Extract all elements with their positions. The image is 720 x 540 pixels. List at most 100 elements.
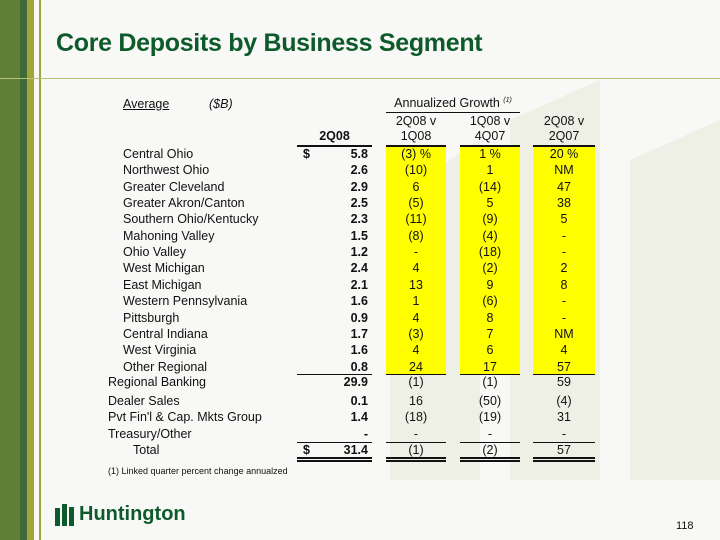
header-divider [0, 78, 720, 79]
growth-qoq: 13 [409, 277, 423, 292]
growth-underline [386, 112, 520, 113]
growth-yoy: 2 [560, 261, 568, 276]
page-title: Core Deposits by Business Segment [56, 29, 483, 57]
footnote: (1) Linked quarter percent change annual… [108, 466, 288, 476]
row-label: West Michigan [123, 261, 205, 276]
row-label: Mahoning Valley [123, 228, 215, 243]
dollar-sign: $ [303, 443, 310, 457]
growth-prior-qoq: (50) [478, 394, 502, 408]
row-label: Western Pennsylvania [123, 294, 248, 309]
units-label: ($B) [209, 97, 233, 111]
growth-qoq: (11) [405, 212, 427, 227]
logo-icon [55, 503, 74, 526]
growth-qoq: - [413, 427, 419, 441]
total-double-underline [533, 457, 595, 462]
row-label: Ohio Valley [123, 245, 186, 260]
growth-qoq: (3) [408, 326, 424, 341]
growth-yoy: NM [554, 326, 574, 341]
total-double-underline [460, 457, 520, 462]
growth-yoy: 5 [560, 212, 568, 227]
growth-qoq: 24 [409, 359, 423, 374]
growth-prior-qoq: 7 [486, 326, 494, 341]
value-2q08: 5.8 [350, 147, 368, 161]
highlight [386, 147, 446, 375]
growth-footnote-ref: (1) [503, 96, 512, 104]
row-label: Greater Akron/Canton [123, 196, 245, 211]
growth-yoy: 31 [557, 410, 571, 424]
growth-label: Annualized Growth [394, 96, 500, 110]
growth-qoq: (3) % [401, 147, 431, 161]
growth-prior-qoq: 8 [486, 310, 494, 325]
growth-qoq: 1 [412, 294, 420, 309]
subtotal-underline [386, 374, 446, 375]
growth-prior-qoq: 5 [486, 196, 494, 211]
value-2q08: 2.5 [350, 196, 368, 211]
row-label: Greater Cleveland [123, 179, 225, 194]
growth-prior-qoq: (1) [482, 375, 498, 389]
growth-yoy: - [561, 427, 567, 441]
value-2q08: 1.6 [350, 294, 368, 309]
dollar-sign: $ [303, 147, 310, 161]
value-2q08: 1.6 [350, 343, 368, 358]
growth-qoq: 6 [412, 179, 420, 194]
growth-yoy: 57 [557, 443, 571, 457]
growth-qoq: (1) [408, 375, 424, 389]
row-label: Other Regional [123, 359, 208, 374]
growth-yoy: 47 [557, 179, 571, 194]
growth-prior-qoq: - [487, 427, 493, 441]
value-2q08: - [363, 427, 368, 441]
value-2q08: 0.9 [350, 310, 368, 325]
growth-yoy: 20 % [549, 147, 579, 161]
row-label: Central Ohio [123, 147, 194, 161]
col-header-1: 2Q08 v [395, 114, 437, 128]
value-2q08: 1.2 [350, 245, 368, 260]
value-2q08: 1.7 [350, 326, 368, 341]
total-overline [460, 442, 520, 443]
growth-yoy: (4) [556, 394, 572, 408]
growth-qoq: (1) [408, 443, 424, 457]
row-label: Pittsburgh [123, 310, 180, 325]
value-2q08: 0.1 [350, 394, 368, 408]
total-double-underline [386, 457, 446, 462]
growth-prior-qoq: (14) [478, 179, 502, 194]
row-label: Northwest Ohio [123, 163, 210, 178]
subtotal-underline [297, 374, 372, 375]
value-2q08: 2.4 [350, 261, 368, 276]
sidebar-stripe [20, 0, 27, 540]
growth-qoq: 4 [412, 343, 420, 358]
growth-prior-qoq: 1 % [479, 147, 501, 161]
growth-prior-qoq: (2) [482, 261, 498, 276]
row-label: Treasury/Other [108, 427, 192, 441]
header-underline [386, 145, 446, 147]
growth-prior-qoq: 1 [486, 163, 494, 178]
growth-qoq: - [413, 245, 419, 260]
col-header-3: 2Q08 v [543, 114, 585, 128]
col-header-1b: 1Q08 [400, 129, 432, 143]
col-header-2q08: 2Q08 [319, 129, 350, 143]
growth-yoy: - [561, 228, 567, 243]
growth-prior-qoq: (9) [482, 212, 498, 227]
growth-yoy: 4 [560, 343, 568, 358]
growth-qoq: 16 [409, 394, 423, 408]
total-overline [297, 442, 372, 443]
subtotal-underline [460, 374, 520, 375]
growth-prior-qoq: (2) [482, 443, 498, 457]
sidebar-stripe [0, 0, 20, 540]
value-2q08: 29.9 [343, 375, 368, 389]
growth-prior-qoq: (19) [478, 410, 502, 424]
logo-text: Huntington [79, 503, 186, 525]
page-number: 118 [676, 520, 694, 532]
value-2q08: 2.3 [350, 212, 368, 227]
value-2q08: 31.4 [343, 443, 368, 457]
total-double-underline [297, 457, 372, 462]
value-2q08: 1.4 [350, 410, 368, 424]
row-label: Regional Banking [108, 375, 206, 389]
value-2q08: 2.9 [350, 179, 368, 194]
highlight [533, 147, 595, 375]
sidebar-stripe [27, 0, 34, 540]
row-label: Total [133, 443, 160, 457]
value-2q08: 2.6 [350, 163, 368, 178]
total-overline [533, 442, 595, 443]
growth-yoy: - [561, 294, 567, 309]
growth-prior-qoq: (18) [478, 245, 502, 260]
